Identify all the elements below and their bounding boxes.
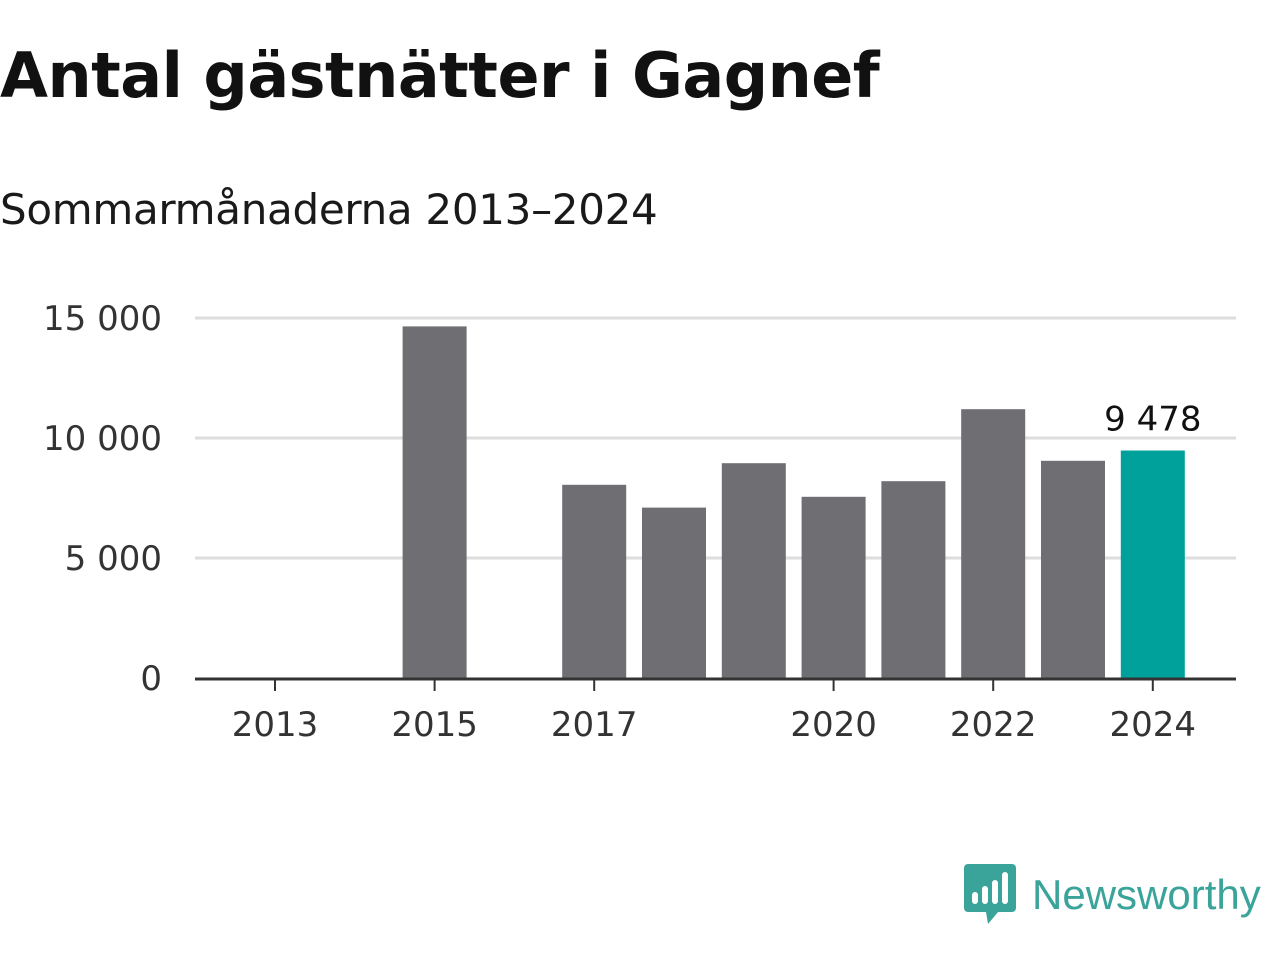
y-tick-label: 15 000 [43, 299, 162, 339]
bar-2019 [721, 463, 786, 678]
data-label: 9 478 [1104, 400, 1201, 440]
chart-subtitle: Sommarmånaderna 2013–2024 [0, 185, 658, 234]
newsworthy-logo-icon [964, 864, 1016, 924]
bar-2020 [801, 496, 866, 678]
x-tick-label: 2017 [551, 705, 638, 745]
y-tick-label: 5 000 [65, 539, 162, 579]
bar-2024 [1120, 450, 1185, 678]
y-tick-label: 10 000 [43, 419, 162, 459]
x-tick-label: 2024 [1110, 705, 1197, 745]
bar-2017 [562, 484, 627, 678]
x-axis [195, 677, 1236, 691]
bar-2015 [402, 326, 467, 678]
x-tick-label: 2020 [790, 705, 877, 745]
x-tick-label: 2015 [391, 705, 478, 745]
bar-2023 [1041, 460, 1105, 678]
x-tick-label: 2022 [950, 705, 1037, 745]
bar-chart: 0 5 000 10 000 15 000 2013 2015 2017 2020 2022 20… [43, 299, 1236, 745]
chart-title: Antal gästnätter i Gagnef [0, 39, 880, 112]
y-tick-label: 0 [140, 659, 162, 699]
bar-2018 [642, 507, 706, 678]
bar-2021 [881, 481, 946, 678]
labels: 0 5 000 10 000 15 000 2013 2015 2017 2020 2022 20… [43, 299, 1201, 745]
bars [402, 326, 1185, 678]
bar-2022 [961, 409, 1026, 678]
x-tick-label: 2013 [232, 705, 319, 745]
newsworthy-logo: Newsworthy [964, 862, 1261, 928]
brand-name: Newsworthy [1032, 871, 1261, 918]
